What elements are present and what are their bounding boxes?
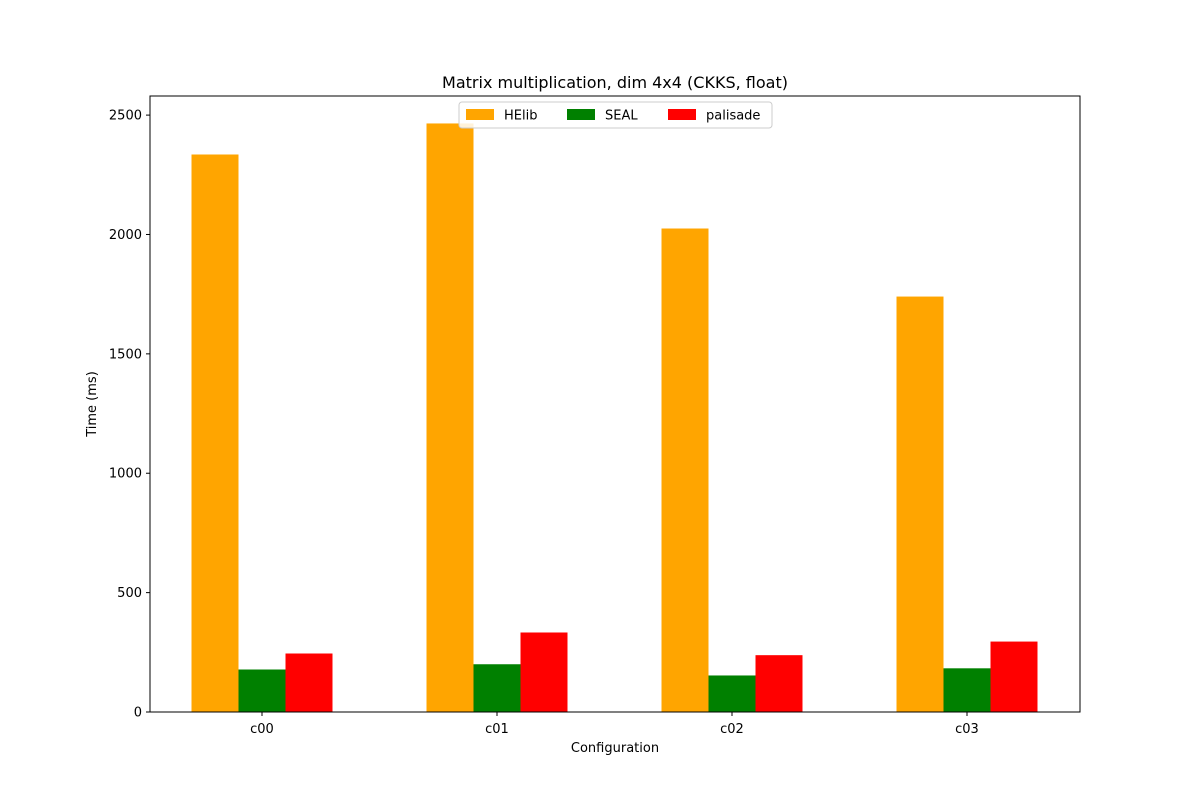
legend-swatch-seal [567, 109, 595, 120]
legend-label-palisade: palisade [706, 109, 760, 124]
bar-seal-c00 [238, 669, 286, 712]
bar-palisade-c01 [520, 632, 568, 712]
legend-swatch-helib [466, 109, 494, 120]
y-tick-label: 0 [134, 706, 142, 721]
bar-seal-c02 [708, 675, 756, 712]
y-tick-label: 1500 [109, 347, 142, 362]
legend-box [458, 101, 773, 129]
x-tick-label: c01 [485, 722, 509, 737]
bar-seal-c01 [473, 664, 521, 712]
bar-seal-c03 [943, 668, 991, 712]
bar-palisade-c02 [755, 655, 803, 712]
legend: HElib SEAL palisade [458, 101, 773, 129]
bar-helib-c02 [661, 228, 709, 712]
legend-label-helib: HElib [504, 109, 537, 124]
bars-layer [191, 123, 1038, 713]
y-tick-label: 2000 [109, 228, 142, 243]
bar-helib-c00 [191, 154, 239, 713]
x-tick-label: c00 [250, 722, 274, 737]
legend-label-seal: SEAL [605, 109, 638, 124]
bar-helib-c03 [896, 296, 944, 712]
x-tick-label: c02 [720, 722, 744, 737]
x-axis-label: Configuration [571, 741, 659, 756]
bar-palisade-c00 [285, 653, 333, 712]
bar-helib-c01 [426, 123, 474, 712]
chart-title: Matrix multiplication, dim 4x4 (CKKS, fl… [442, 73, 788, 92]
bar-palisade-c03 [990, 641, 1038, 712]
legend-swatch-palisade [668, 109, 696, 120]
y-tick-label: 1000 [109, 467, 142, 482]
x-axis: c00 c01 c02 c03 [250, 712, 979, 737]
plot-frame [149, 95, 1081, 713]
y-tick-label: 500 [117, 586, 142, 601]
x-tick-label: c03 [955, 722, 979, 737]
y-axis: 0 500 1000 1500 2000 2500 [109, 109, 150, 721]
y-axis-label: Time (ms) [85, 371, 100, 438]
y-tick-label: 2500 [109, 109, 142, 124]
